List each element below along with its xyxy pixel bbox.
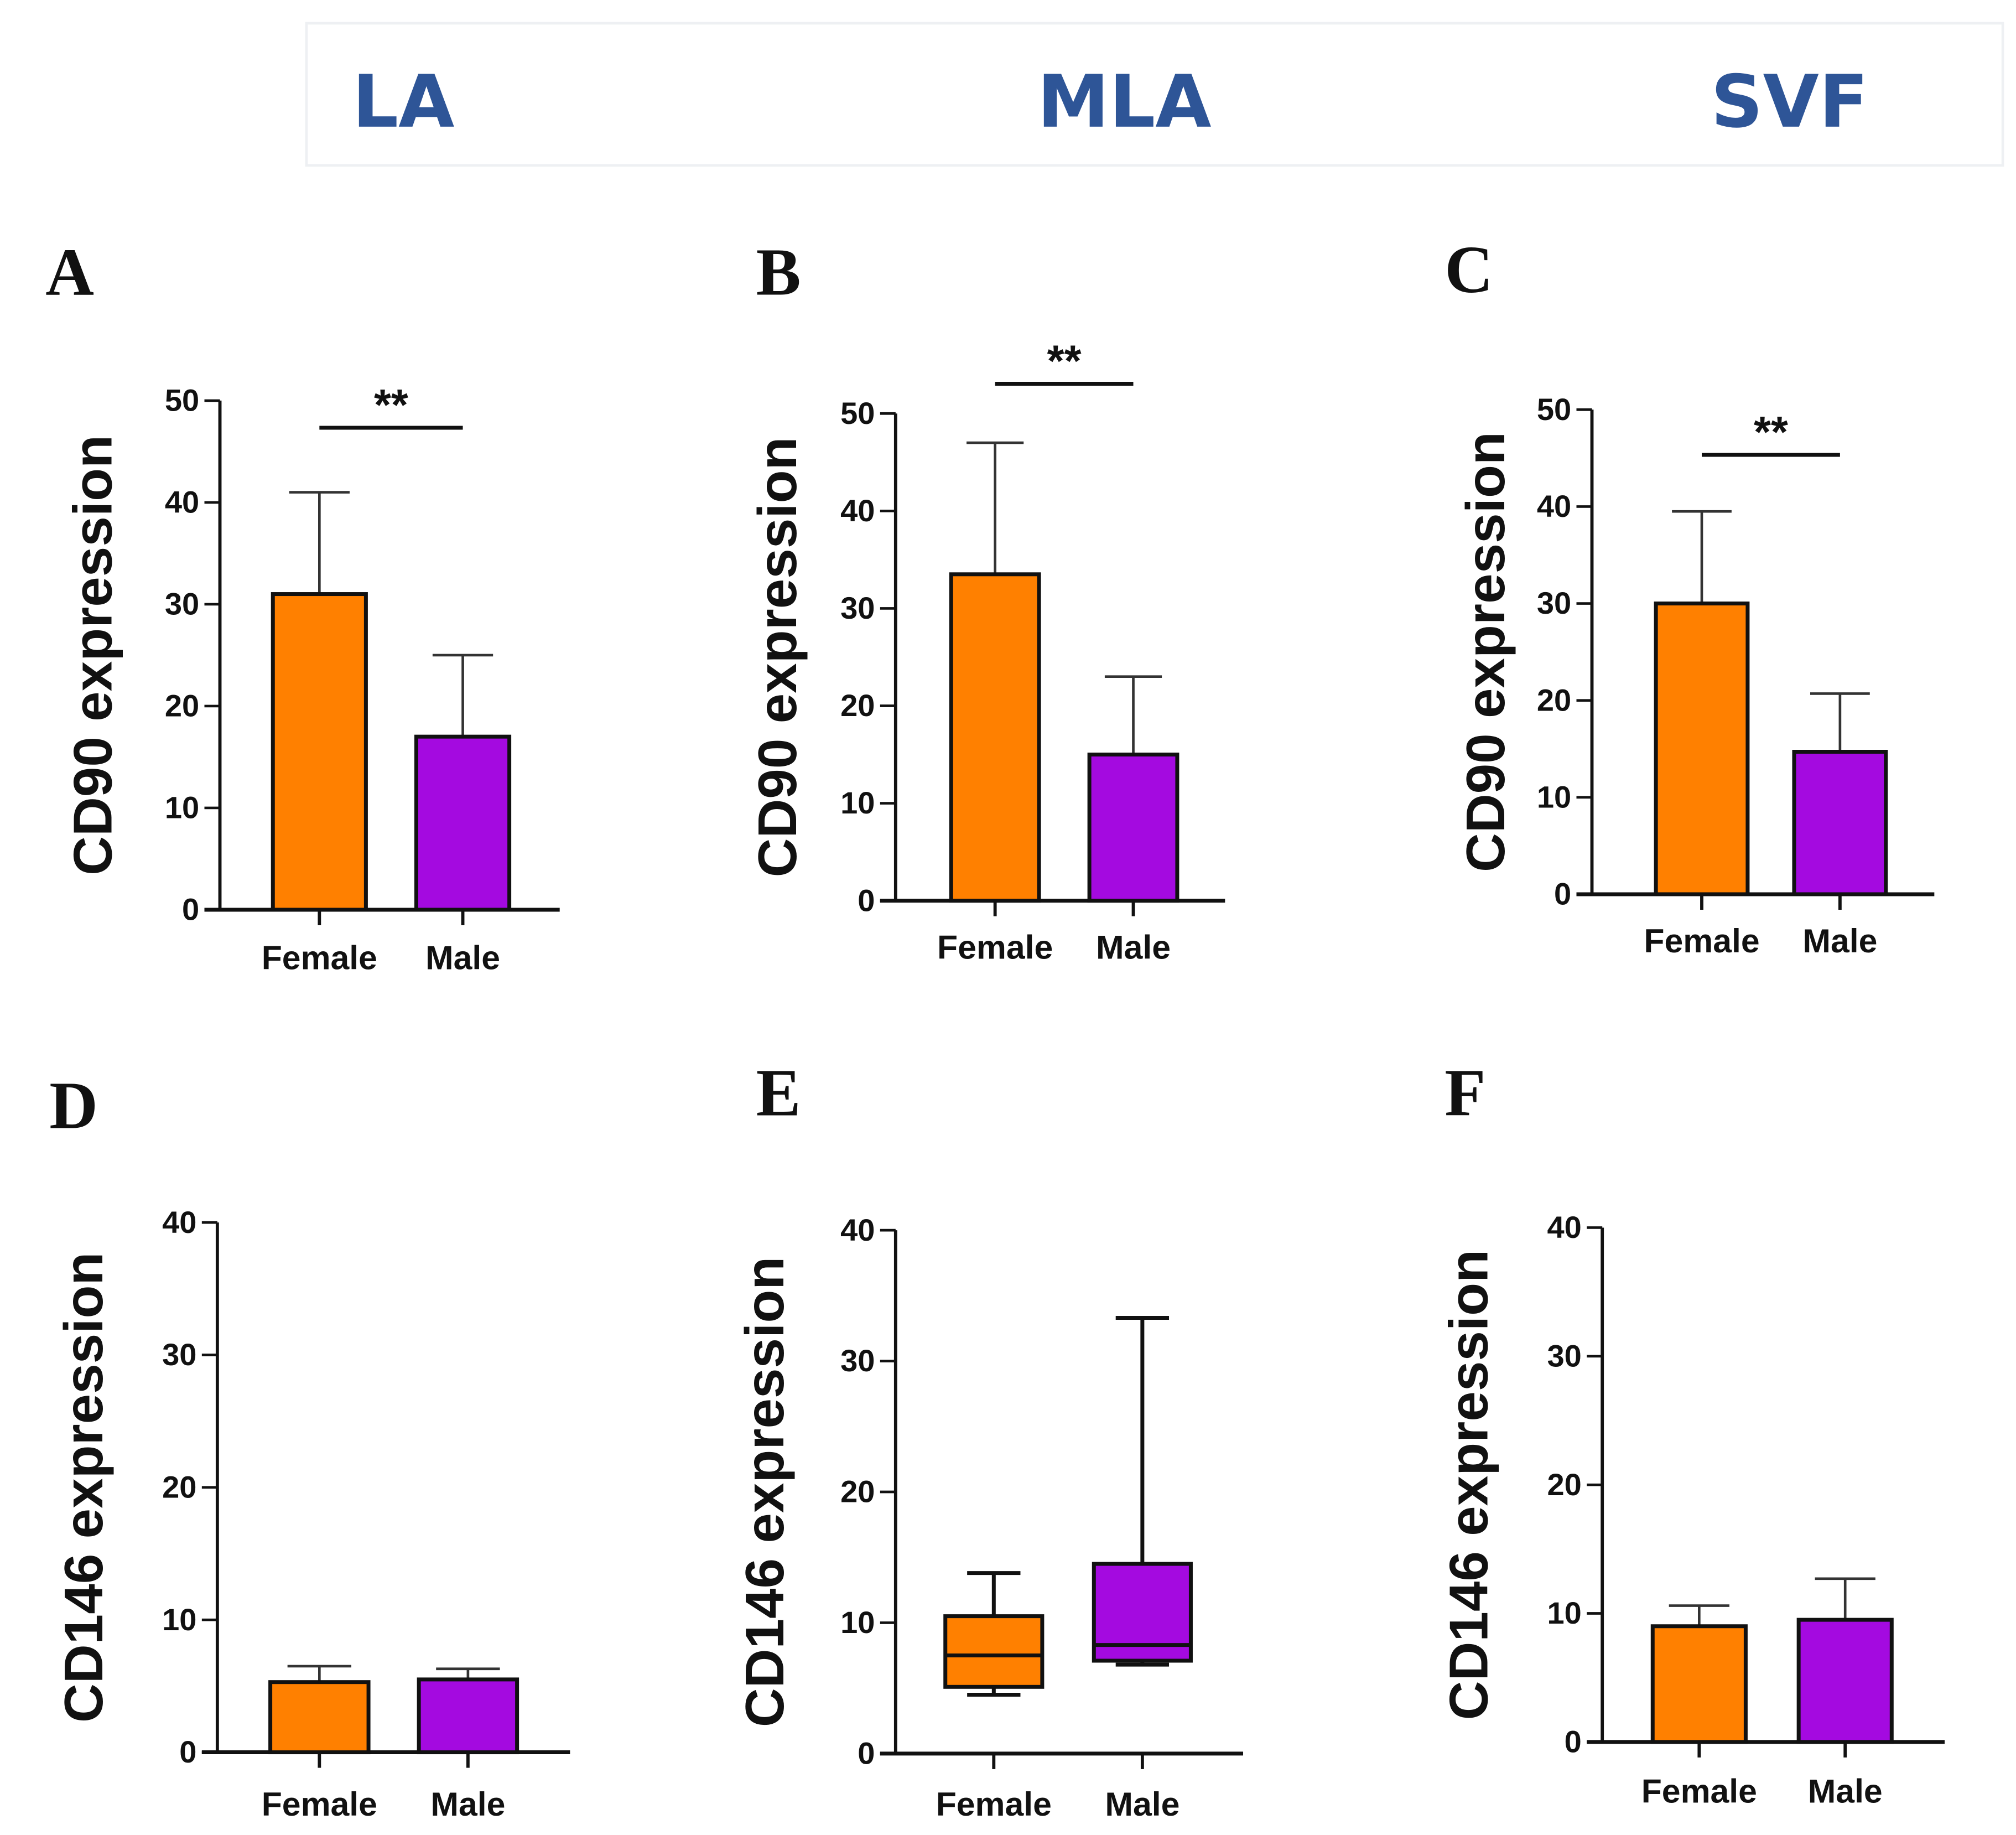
x-tick-label: Female [936, 1785, 1052, 1823]
y-tick-label: 0 [182, 892, 199, 927]
chart-D: D CD146 expression 0 10 20 30 40 Female Male [49, 1069, 570, 1823]
y-tick-label: 10 [1547, 1595, 1582, 1630]
box-female [943, 1614, 1045, 1689]
y-tick-label: 40 [1537, 489, 1571, 523]
x-tick-label: Female [1641, 1772, 1757, 1810]
header-box [305, 22, 2004, 167]
significance-label: ** [1754, 407, 1788, 457]
y-tick-label: 50 [840, 396, 875, 431]
bar-female [271, 592, 368, 912]
bar-male [1087, 753, 1180, 903]
y-tick-label: 10 [1537, 780, 1571, 815]
panel-letter: C [1445, 233, 1493, 307]
y-tick-label: 40 [840, 493, 875, 528]
chart-F: F CD146 expression 0 10 20 30 40 Female Male [1438, 1056, 1945, 1810]
panel-letter: A [45, 235, 94, 309]
bar-male [1796, 1618, 1894, 1744]
y-tick-label: 20 [1537, 682, 1571, 717]
bar-male [1792, 750, 1888, 896]
bar-female [268, 1680, 371, 1755]
y-tick-label: 30 [165, 587, 199, 621]
header-la: LA [352, 60, 455, 144]
chart-A: A CD90 expression 0 10 20 30 40 50 Female Male ** [45, 235, 560, 976]
y-axis-label: CD146 expression [1438, 1250, 1499, 1720]
y-tick-label: 0 [179, 1734, 196, 1769]
x-tick-label: Male [1802, 922, 1877, 960]
y-tick-label: 20 [162, 1470, 196, 1505]
y-axis-label: CD90 expression [747, 437, 808, 878]
header-mla: MLA [1037, 60, 1212, 144]
y-tick-label: 20 [1547, 1467, 1582, 1502]
y-tick-label: 50 [165, 383, 199, 418]
bar-female [1650, 1624, 1748, 1744]
significance-label: ** [1047, 336, 1082, 386]
chart-C: C CD90 expression 0 10 20 30 40 50 Female Male ** [1445, 233, 1935, 960]
panel-letter: E [756, 1056, 801, 1130]
y-tick-label: 30 [840, 590, 875, 625]
y-tick-label: 40 [1547, 1210, 1582, 1245]
y-tick-label: 30 [1537, 585, 1571, 620]
x-tick-label: Male [430, 1785, 505, 1823]
x-tick-label: Female [1644, 922, 1759, 960]
panel-letter: B [756, 235, 801, 309]
panel-letter: F [1445, 1056, 1485, 1130]
y-tick-label: 20 [840, 688, 875, 723]
x-tick-label: Female [937, 929, 1053, 966]
y-tick-label: 0 [1565, 1724, 1582, 1759]
y-tick-label: 40 [840, 1212, 875, 1247]
x-tick-label: Male [1808, 1772, 1883, 1810]
y-axis-label: CD146 expression [53, 1252, 114, 1723]
bar-female [1654, 602, 1750, 896]
y-tick-label: 30 [162, 1337, 196, 1372]
chart-E: E CD146 expression 0 10 20 30 40 Female Male [734, 1056, 1244, 1823]
y-axis-label: CD146 expression [734, 1257, 795, 1727]
bar-female [949, 572, 1041, 903]
significance-label: ** [374, 380, 408, 429]
y-tick-label: 10 [165, 790, 199, 825]
chart-B: B CD90 expression 0 10 20 30 40 50 Female Male ** [747, 235, 1225, 966]
bar-male [414, 734, 512, 912]
y-tick-label: 30 [1547, 1338, 1582, 1373]
y-tick-label: 30 [840, 1343, 875, 1378]
y-tick-label: 0 [858, 1736, 875, 1771]
y-tick-label: 10 [162, 1602, 196, 1637]
bar-male [417, 1677, 519, 1755]
y-tick-label: 0 [1554, 877, 1571, 911]
y-tick-label: 20 [165, 688, 199, 723]
y-tick-label: 0 [858, 883, 875, 918]
y-tick-label: 50 [1537, 392, 1571, 427]
y-tick-label: 40 [162, 1205, 196, 1240]
panel-letter: D [49, 1069, 98, 1143]
y-tick-label: 40 [165, 485, 199, 520]
y-axis-label: CD90 expression [1455, 432, 1516, 872]
x-tick-label: Male [1105, 1785, 1180, 1823]
y-tick-label: 20 [840, 1474, 875, 1509]
x-tick-label: Male [1096, 929, 1171, 966]
x-tick-label: Female [262, 939, 377, 976]
y-tick-label: 10 [840, 1605, 875, 1640]
x-tick-label: Male [425, 939, 500, 976]
x-tick-label: Female [262, 1785, 377, 1823]
y-axis-label: CD90 expression [63, 435, 123, 875]
header-svf: SVF [1711, 60, 1868, 144]
y-tick-label: 10 [840, 785, 875, 820]
